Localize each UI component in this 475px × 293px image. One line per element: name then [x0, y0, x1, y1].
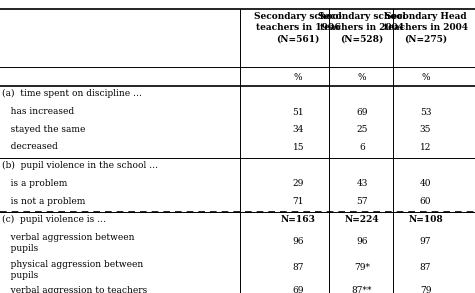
- Text: 29: 29: [293, 179, 304, 188]
- Text: 43: 43: [356, 179, 368, 188]
- Text: 60: 60: [420, 197, 431, 206]
- Text: verbal aggression between
   pupils: verbal aggression between pupils: [2, 233, 135, 253]
- Text: physical aggression between
   pupils: physical aggression between pupils: [2, 260, 143, 280]
- Text: 79*: 79*: [354, 263, 370, 272]
- Text: has increased: has increased: [2, 107, 75, 116]
- Text: 96: 96: [293, 237, 304, 246]
- Text: 87: 87: [293, 263, 304, 272]
- Text: verbal aggression to teachers: verbal aggression to teachers: [2, 286, 148, 293]
- Text: 25: 25: [356, 125, 368, 134]
- Text: 12: 12: [420, 143, 431, 152]
- Text: 51: 51: [293, 108, 304, 117]
- Text: Secondary school
teachers in 1996
(N=561): Secondary school teachers in 1996 (N=561…: [255, 12, 342, 43]
- Text: 53: 53: [420, 108, 431, 117]
- Text: stayed the same: stayed the same: [2, 125, 86, 134]
- Text: %: %: [358, 73, 366, 82]
- Text: 69: 69: [293, 286, 304, 293]
- Text: is not a problem: is not a problem: [2, 197, 86, 206]
- Text: %: %: [421, 73, 430, 82]
- Text: 34: 34: [293, 125, 304, 134]
- Text: 15: 15: [293, 143, 304, 152]
- Text: Secondary Head
teachers in 2004
(N=275): Secondary Head teachers in 2004 (N=275): [384, 12, 467, 43]
- Text: 57: 57: [356, 197, 368, 206]
- Text: 87: 87: [420, 263, 431, 272]
- Text: 96: 96: [356, 237, 368, 246]
- Text: (a)  time spent on discipline …: (a) time spent on discipline …: [2, 89, 142, 98]
- Text: is a problem: is a problem: [2, 179, 68, 188]
- Text: (c)  pupil violence is …: (c) pupil violence is …: [2, 215, 106, 224]
- Text: 69: 69: [356, 108, 368, 117]
- Text: 79: 79: [420, 286, 431, 293]
- Text: Secondary school
teachers in 2004
(N=528): Secondary school teachers in 2004 (N=528…: [318, 12, 406, 43]
- Text: 35: 35: [420, 125, 431, 134]
- Text: 40: 40: [420, 179, 431, 188]
- Text: 71: 71: [293, 197, 304, 206]
- Text: decreased: decreased: [2, 142, 58, 151]
- Text: 6: 6: [359, 143, 365, 152]
- Text: N=108: N=108: [408, 215, 443, 224]
- Text: 87**: 87**: [352, 286, 372, 293]
- Text: N=224: N=224: [345, 215, 379, 224]
- Text: %: %: [294, 73, 303, 82]
- Text: N=163: N=163: [281, 215, 316, 224]
- Text: (b)  pupil violence in the school …: (b) pupil violence in the school …: [2, 161, 159, 170]
- Text: 97: 97: [420, 237, 431, 246]
